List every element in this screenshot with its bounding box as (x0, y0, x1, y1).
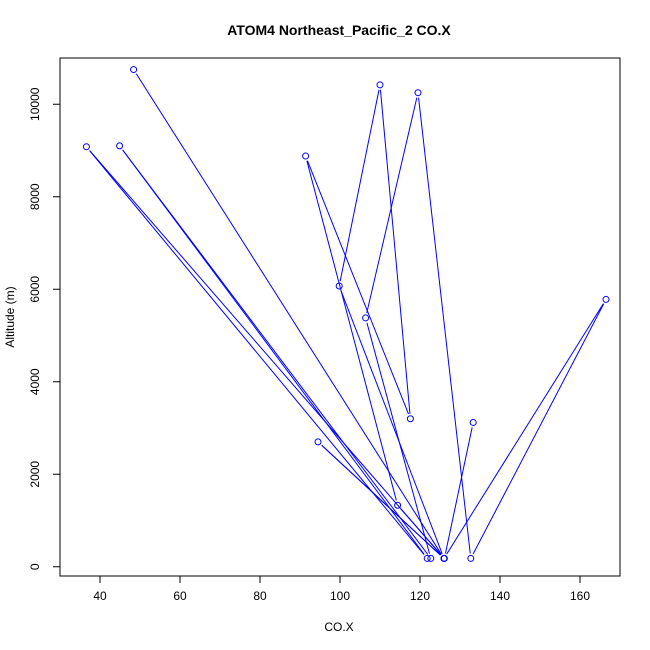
data-point (82, 143, 90, 151)
plot-frame (59, 57, 621, 577)
series-segment (446, 303, 604, 555)
series-segment (400, 508, 442, 556)
data-point (376, 81, 384, 89)
series-segment (340, 290, 443, 554)
x-tick-label: 80 (253, 589, 267, 603)
data-point (427, 554, 435, 562)
series-segment (89, 150, 442, 555)
x-tick-label: 120 (410, 589, 430, 603)
data-point (116, 142, 124, 150)
x-axis: 40 60 80 100 120 140 160 (93, 575, 590, 603)
y-tick-label: 10000 (28, 87, 42, 121)
series-segment (306, 160, 410, 415)
series-segment (339, 89, 380, 282)
y-tick-label: 6000 (28, 276, 42, 303)
data-point (423, 554, 431, 562)
data-point (469, 418, 477, 426)
y-axis: 0 2000 4000 6000 8000 10000 (28, 87, 61, 570)
x-tick-label: 60 (173, 589, 187, 603)
series-segment (89, 150, 425, 555)
data-point (130, 66, 138, 74)
data-point (467, 554, 475, 562)
series-segment (418, 97, 471, 554)
data-point (362, 314, 370, 322)
y-tick-label: 2000 (28, 461, 42, 488)
data-point (394, 501, 402, 509)
y-tick-label: 4000 (28, 368, 42, 395)
series-segment (379, 89, 411, 414)
data-point (602, 295, 610, 303)
y-tick-label: 8000 (28, 183, 42, 210)
series-segment (472, 303, 605, 555)
data-point (414, 89, 422, 97)
data-point (302, 152, 310, 160)
y-tick-label: 0 (28, 563, 42, 570)
series-segment (444, 427, 473, 554)
series-segment (135, 73, 442, 555)
data-point (335, 282, 343, 290)
series-segment (321, 444, 441, 556)
series-segment (306, 160, 397, 501)
x-tick-label: 140 (490, 589, 510, 603)
y-axis-label: Altitude (m) (3, 286, 17, 347)
chart-title: ATOM4 Northeast_Pacific_2 CO.X (227, 22, 451, 38)
series-line (89, 73, 605, 556)
series-points (82, 66, 610, 562)
x-tick-label: 160 (570, 589, 590, 603)
x-axis-label: CO.X (324, 620, 353, 634)
data-point (440, 554, 448, 562)
series-segment (366, 97, 418, 314)
data-point (406, 415, 414, 423)
x-tick-label: 40 (93, 589, 107, 603)
x-tick-label: 100 (330, 589, 350, 603)
series-segment (122, 149, 429, 555)
data-point (314, 438, 322, 446)
